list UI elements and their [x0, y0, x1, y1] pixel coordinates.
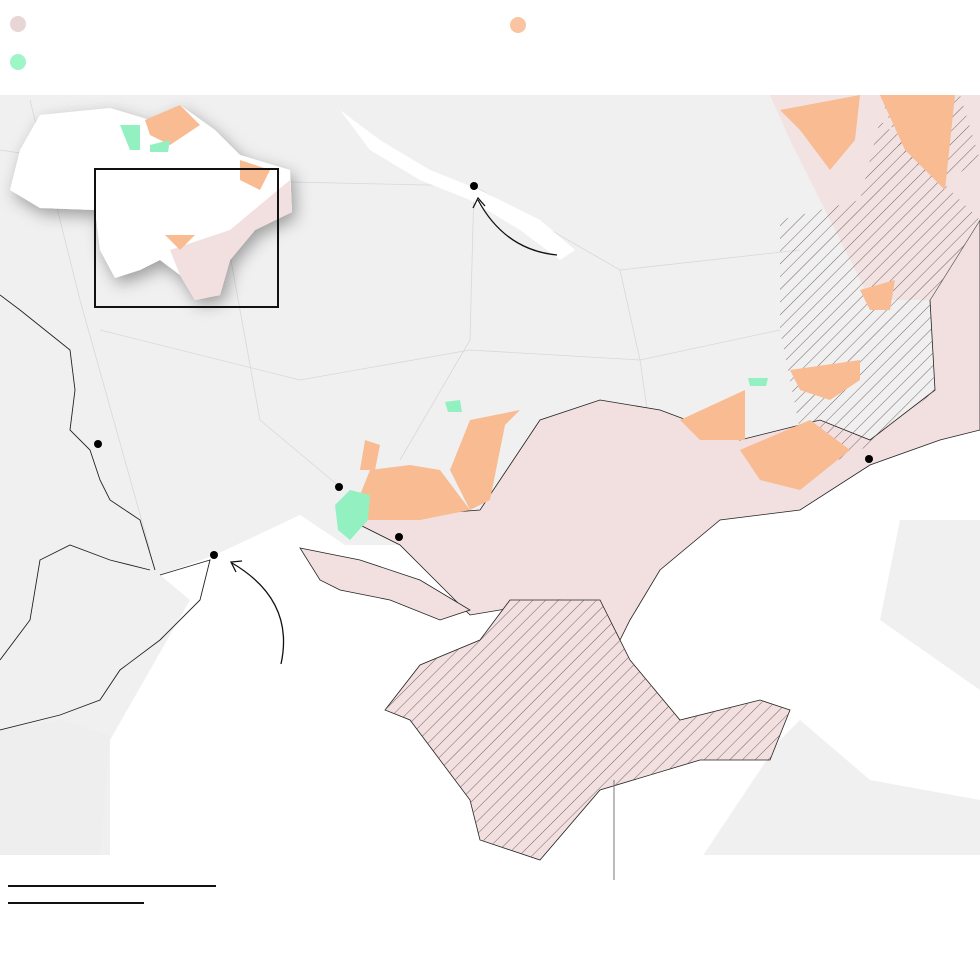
- arrowhead: [229, 560, 243, 573]
- advance-areas: [350, 95, 955, 520]
- callout-arrow: [231, 562, 285, 665]
- callout-arrow: [477, 199, 558, 256]
- legend-swatch-occupied: [10, 16, 26, 32]
- crimea-hatch: [385, 600, 790, 860]
- inset-frame: [94, 168, 279, 308]
- counteroffensive-area: [335, 490, 370, 540]
- city-dot: [395, 533, 403, 541]
- arrowhead: [472, 196, 486, 209]
- city-dot: [865, 455, 873, 463]
- city-dot: [335, 483, 343, 491]
- legend-swatch-counteroffensive: [10, 54, 26, 70]
- border-line: [0, 294, 211, 731]
- legend-swatch-advance: [510, 17, 526, 33]
- occupied-kinburn: [299, 547, 471, 621]
- inset-counteroffensive: [120, 125, 170, 152]
- inset-advance: [145, 105, 270, 250]
- city-dot: [94, 440, 102, 448]
- inset-occupied: [170, 180, 292, 300]
- left-land: [0, 720, 110, 855]
- reservoir: [340, 110, 575, 260]
- city-dot: [470, 182, 478, 190]
- inset-map: [10, 105, 292, 308]
- city-dots: [94, 182, 873, 559]
- city-dot: [210, 551, 218, 559]
